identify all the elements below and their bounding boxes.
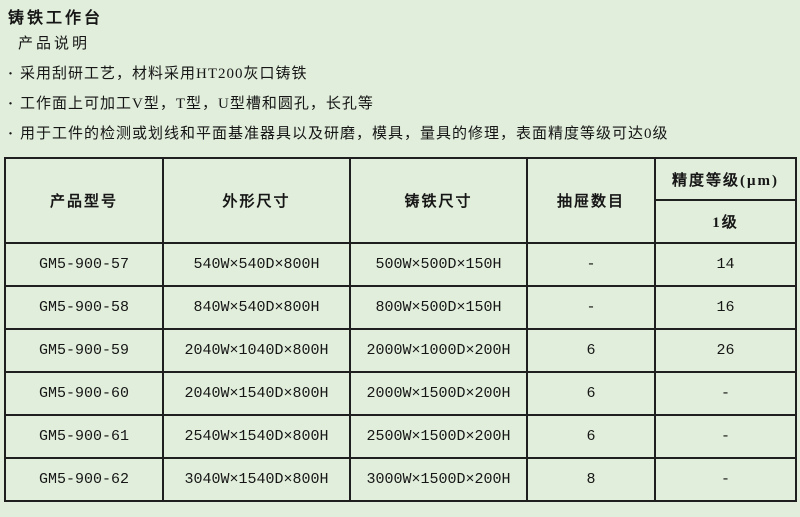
cell-precision: 26 — [654, 328, 797, 373]
column-header-cast-iron-size: 铸铁尺寸 — [349, 157, 528, 244]
cell-outer-size: 2540W×1540D×800H — [162, 414, 351, 459]
bullet-item: · 工作面上可加工V型，T型，U型槽和圆孔，长孔等 — [0, 89, 800, 119]
cell-cast-iron-size: 3000W×1500D×200H — [349, 457, 528, 502]
cell-model: GM5-900-58 — [4, 285, 164, 330]
bullet-dot-icon: · — [8, 66, 15, 82]
cell-drawer-count: 8 — [526, 457, 656, 502]
cell-outer-size: 3040W×1540D×800H — [162, 457, 351, 502]
cell-drawer-count: - — [526, 242, 656, 287]
bullet-dot-icon: · — [8, 96, 15, 112]
cell-precision: - — [654, 371, 797, 416]
column-header-model: 产品型号 — [4, 157, 164, 244]
bullet-text: 采用刮研工艺，材料采用HT200灰口铸铁 — [20, 66, 308, 82]
cell-cast-iron-size: 800W×500D×150H — [349, 285, 528, 330]
cell-model: GM5-900-61 — [4, 414, 164, 459]
cell-cast-iron-size: 2000W×1500D×200H — [349, 371, 528, 416]
cell-cast-iron-size: 500W×500D×150H — [349, 242, 528, 287]
cell-precision: 16 — [654, 285, 797, 330]
cell-cast-iron-size: 2500W×1500D×200H — [349, 414, 528, 459]
table-row: GM5-900-60 2040W×1540D×800H 2000W×1500D×… — [4, 371, 797, 416]
cell-outer-size: 2040W×1040D×800H — [162, 328, 351, 373]
cell-outer-size: 540W×540D×800H — [162, 242, 351, 287]
cell-drawer-count: 6 — [526, 328, 656, 373]
cell-precision: - — [654, 457, 797, 502]
cell-model: GM5-900-57 — [4, 242, 164, 287]
section-heading: 产品说明 — [18, 36, 91, 52]
bullet-dot-icon: · — [8, 126, 15, 142]
cell-drawer-count: - — [526, 285, 656, 330]
table-header-subrow: 1级 — [5, 199, 797, 244]
cell-cast-iron-size: 2000W×1000D×200H — [349, 328, 528, 373]
cell-drawer-count: 6 — [526, 414, 656, 459]
table-header-row: 产品型号 外形尺寸 铸铁尺寸 抽屉数目 精度等级(μm) — [4, 157, 797, 244]
page-title: 铸铁工作台 — [8, 10, 104, 27]
cell-model: GM5-900-62 — [4, 457, 164, 502]
cell-model: GM5-900-60 — [4, 371, 164, 416]
column-header-outer-size: 外形尺寸 — [162, 157, 351, 244]
bullet-text: 用于工件的检测或划线和平面基准器具以及研磨，模具，量具的修理，表面精度等级可达0… — [20, 126, 669, 142]
table-row: GM5-900-59 2040W×1040D×800H 2000W×1000D×… — [4, 328, 797, 373]
bullet-item: · 用于工件的检测或划线和平面基准器具以及研磨，模具，量具的修理，表面精度等级可达… — [0, 119, 800, 149]
cell-outer-size: 2040W×1540D×800H — [162, 371, 351, 416]
table-row: GM5-900-61 2540W×1540D×800H 2500W×1500D×… — [4, 414, 797, 459]
bullet-list: · 采用刮研工艺，材料采用HT200灰口铸铁 · 工作面上可加工V型，T型，U型槽和… — [0, 59, 800, 149]
column-header-precision-grade1: 1级 — [654, 199, 797, 244]
table-row: GM5-900-58 840W×540D×800H 800W×500D×150H… — [4, 285, 797, 330]
cell-outer-size: 840W×540D×800H — [162, 285, 351, 330]
table-row: GM5-900-62 3040W×1540D×800H 3000W×1500D×… — [4, 457, 797, 502]
product-spec-table: 产品型号 外形尺寸 铸铁尺寸 抽屉数目 精度等级(μm) 1级 GM5-900-… — [4, 157, 797, 502]
bullet-item: · 采用刮研工艺，材料采用HT200灰口铸铁 — [0, 59, 800, 89]
column-header-drawer-count: 抽屉数目 — [526, 157, 656, 244]
cell-model: GM5-900-59 — [4, 328, 164, 373]
cell-precision: - — [654, 414, 797, 459]
table-row: GM5-900-57 540W×540D×800H 500W×500D×150H… — [4, 242, 797, 287]
column-header-precision-group: 精度等级(μm) — [654, 157, 797, 201]
cell-drawer-count: 6 — [526, 371, 656, 416]
cell-precision: 14 — [654, 242, 797, 287]
bullet-text: 工作面上可加工V型，T型，U型槽和圆孔，长孔等 — [20, 96, 374, 112]
